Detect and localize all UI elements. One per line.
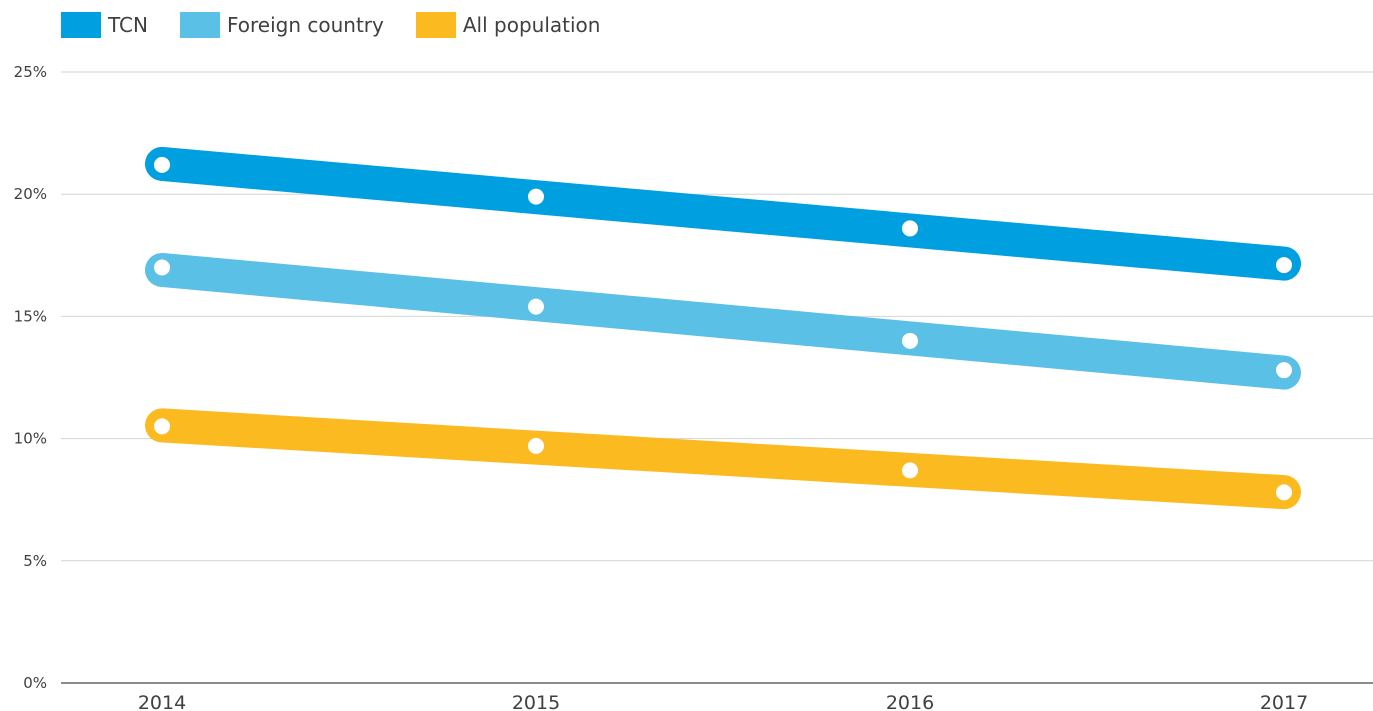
y-tick-label: 0% — [23, 674, 47, 692]
data-point-all-population[interactable] — [154, 418, 170, 435]
legend-swatch-all-population — [415, 12, 456, 38]
x-tick-label: 2015 — [512, 692, 560, 711]
y-tick-label: 5% — [23, 552, 47, 570]
legend-item-foreign-country[interactable]: Foreign country — [179, 12, 384, 38]
data-point-all-population[interactable] — [1276, 484, 1292, 501]
x-tick-label: 2017 — [1260, 692, 1308, 711]
x-tick-label: 2016 — [886, 692, 934, 711]
series-line-foreign-country — [145, 252, 1301, 390]
y-tick-label: 15% — [14, 307, 47, 325]
data-point-foreign-country[interactable] — [1276, 362, 1292, 379]
legend-swatch-tcn — [61, 12, 101, 38]
legend-label-foreign-country: Foreign country — [226, 13, 384, 37]
legend-item-tcn[interactable]: TCN — [61, 12, 148, 38]
x-tick-label: 2014 — [138, 692, 186, 711]
legend-label-all-population: All population — [462, 13, 601, 37]
y-tick-label: 10% — [14, 430, 47, 448]
data-point-all-population[interactable] — [902, 462, 918, 479]
data-point-foreign-country[interactable] — [528, 298, 544, 315]
legend-item-all-population[interactable]: All population — [415, 12, 601, 38]
data-point-all-population[interactable] — [528, 437, 544, 454]
data-point-foreign-country[interactable] — [902, 332, 918, 349]
series-line-all-population — [145, 408, 1301, 510]
legend-label-tcn: TCN — [108, 13, 148, 37]
series-line-tcn — [145, 146, 1301, 281]
y-tick-label: 20% — [14, 185, 47, 203]
data-point-tcn[interactable] — [1276, 257, 1292, 274]
data-point-tcn[interactable] — [154, 156, 170, 173]
legend-swatch-foreign-country — [179, 12, 220, 38]
data-point-tcn[interactable] — [528, 188, 544, 205]
y-tick-label: 25% — [14, 63, 47, 81]
data-point-tcn[interactable] — [902, 220, 918, 237]
chart-legend: TCN Foreign country All population — [61, 12, 632, 38]
data-point-foreign-country[interactable] — [154, 259, 170, 276]
